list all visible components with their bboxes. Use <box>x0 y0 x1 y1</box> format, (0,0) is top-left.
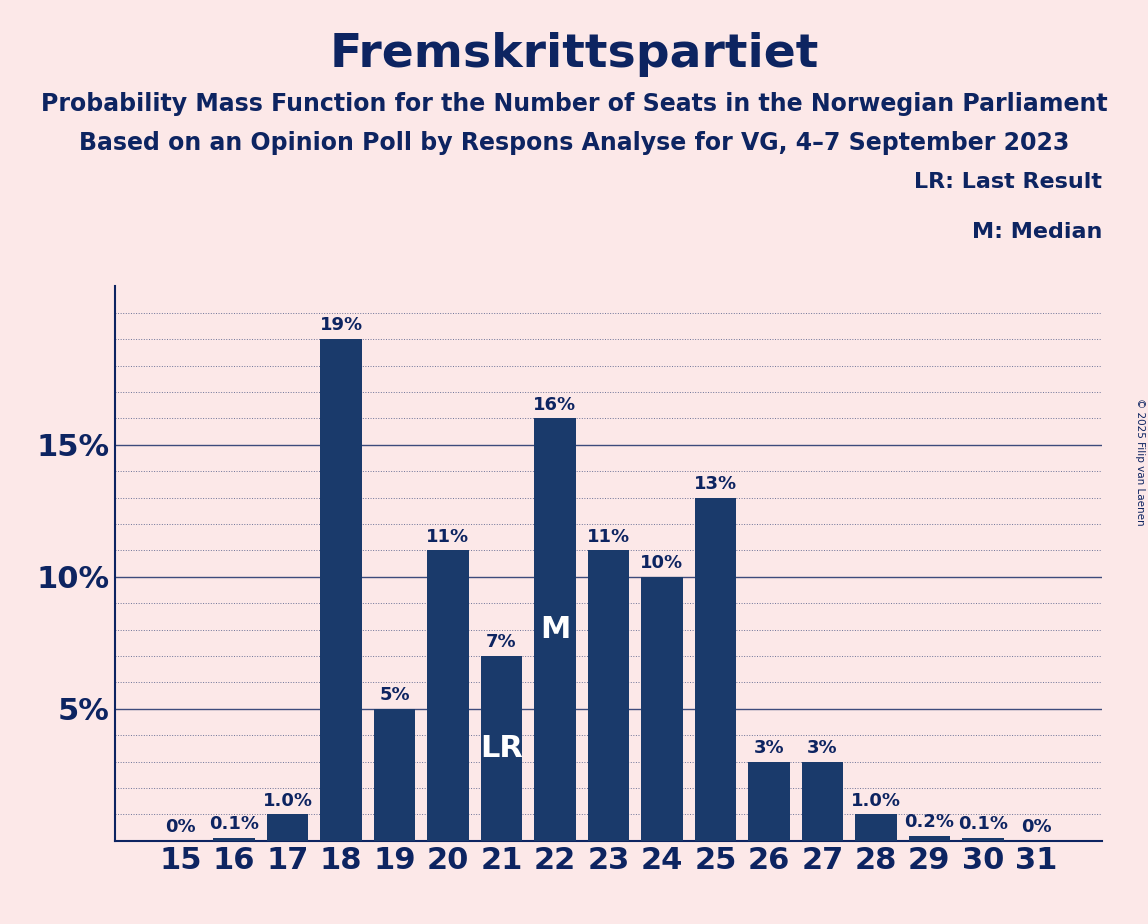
Text: 13%: 13% <box>693 475 737 492</box>
Text: 0%: 0% <box>1021 818 1052 836</box>
Text: 11%: 11% <box>426 528 470 546</box>
Bar <box>748 761 790 841</box>
Bar <box>641 577 683 841</box>
Text: 10%: 10% <box>641 554 683 572</box>
Bar <box>801 761 844 841</box>
Text: LR: Last Result: LR: Last Result <box>914 172 1102 192</box>
Text: 3%: 3% <box>753 739 784 757</box>
Bar <box>588 551 629 841</box>
Bar <box>373 709 416 841</box>
Bar <box>962 838 1003 841</box>
Text: LR: LR <box>480 734 522 763</box>
Text: Based on an Opinion Poll by Respons Analyse for VG, 4–7 September 2023: Based on an Opinion Poll by Respons Anal… <box>79 131 1069 155</box>
Text: M: Median: M: Median <box>971 222 1102 242</box>
Text: M: M <box>540 615 571 644</box>
Text: 0.2%: 0.2% <box>905 813 954 831</box>
Bar <box>427 551 468 841</box>
Bar <box>855 814 897 841</box>
Bar <box>481 656 522 841</box>
Text: 1.0%: 1.0% <box>263 792 312 809</box>
Bar <box>534 419 576 841</box>
Text: 11%: 11% <box>587 528 630 546</box>
Text: Probability Mass Function for the Number of Seats in the Norwegian Parliament: Probability Mass Function for the Number… <box>40 92 1108 116</box>
Text: 19%: 19% <box>319 317 363 334</box>
Bar <box>908 835 951 841</box>
Text: 0.1%: 0.1% <box>209 816 259 833</box>
Text: Fremskrittspartiet: Fremskrittspartiet <box>329 32 819 78</box>
Text: 1.0%: 1.0% <box>851 792 901 809</box>
Bar <box>695 498 736 841</box>
Text: 16%: 16% <box>534 395 576 414</box>
Bar <box>214 838 255 841</box>
Bar <box>266 814 309 841</box>
Text: 3%: 3% <box>807 739 838 757</box>
Text: 7%: 7% <box>486 633 517 651</box>
Text: © 2025 Filip van Laenen: © 2025 Filip van Laenen <box>1135 398 1145 526</box>
Text: 0%: 0% <box>165 818 196 836</box>
Bar <box>320 339 362 841</box>
Text: 0.1%: 0.1% <box>957 816 1008 833</box>
Text: 5%: 5% <box>379 687 410 704</box>
